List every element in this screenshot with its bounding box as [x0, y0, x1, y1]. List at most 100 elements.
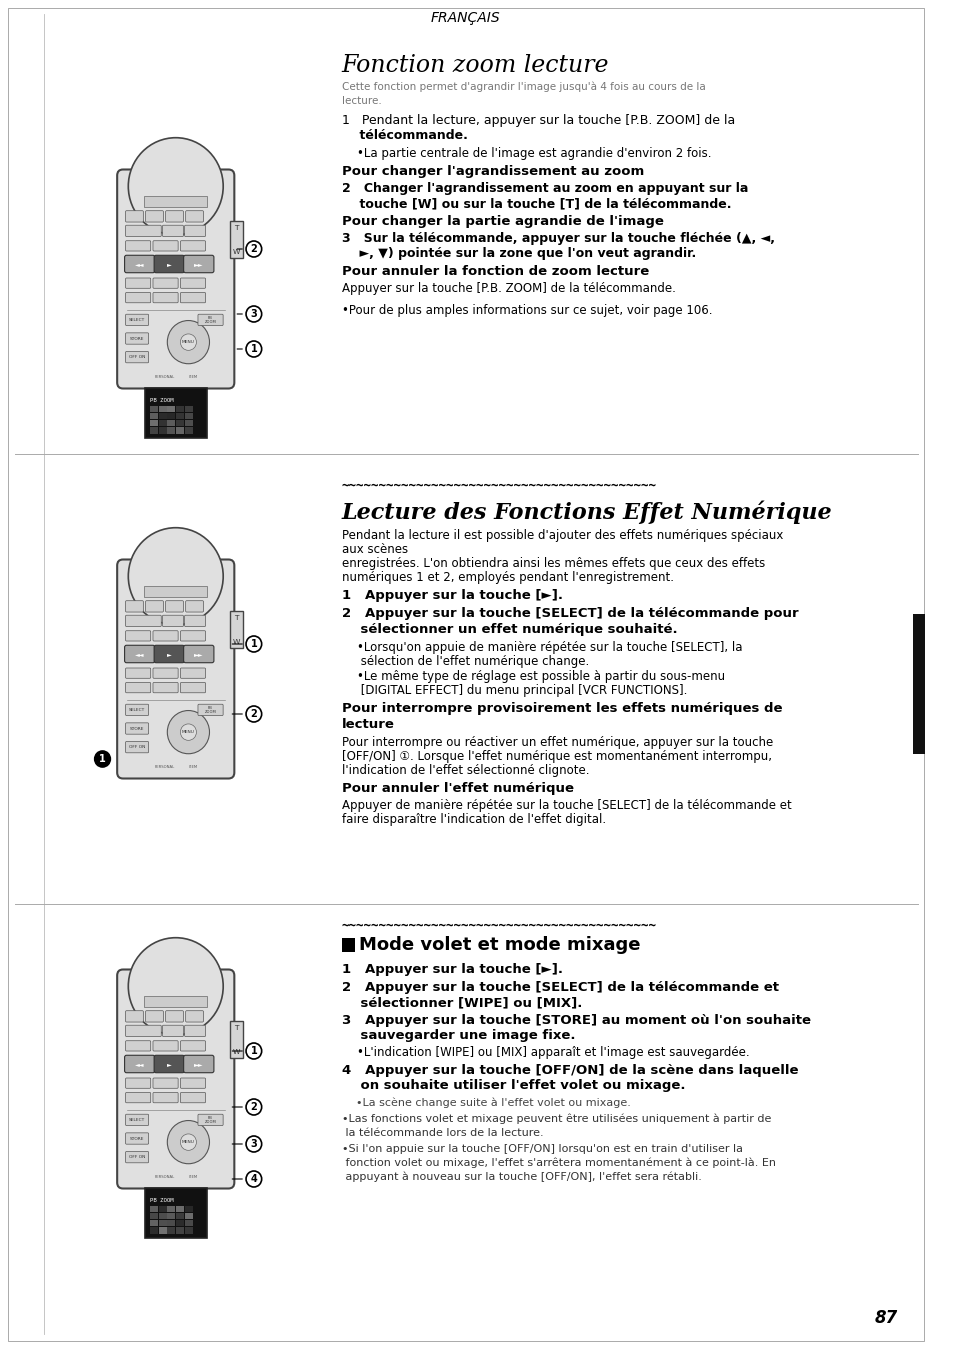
Text: ►►: ►►: [193, 652, 203, 657]
FancyBboxPatch shape: [126, 352, 149, 363]
Bar: [150, 413, 157, 420]
Bar: [168, 413, 175, 420]
Circle shape: [246, 306, 261, 322]
Text: [DIGITAL EFFECT] du menu principal [VCR FUNCTIONS].: [DIGITAL EFFECT] du menu principal [VCR …: [341, 684, 686, 697]
Text: 3: 3: [251, 1139, 257, 1149]
Bar: [168, 420, 175, 426]
Circle shape: [94, 751, 111, 768]
Text: numériques 1 et 2, employés pendant l'enregistrement.: numériques 1 et 2, employés pendant l'en…: [341, 571, 673, 584]
FancyBboxPatch shape: [198, 704, 223, 715]
Text: appuyant à nouveau sur la touche [OFF/ON], l'effet sera rétabli.: appuyant à nouveau sur la touche [OFF/ON…: [341, 1172, 700, 1183]
FancyBboxPatch shape: [146, 600, 163, 612]
Text: PB ZOOM: PB ZOOM: [150, 398, 173, 403]
FancyBboxPatch shape: [186, 210, 203, 223]
FancyBboxPatch shape: [198, 314, 223, 325]
Text: Pendant la lecture il est possible d'ajouter des effets numériques spéciaux: Pendant la lecture il est possible d'ajo…: [341, 529, 782, 542]
FancyBboxPatch shape: [126, 293, 151, 302]
Text: 2: 2: [251, 244, 257, 254]
FancyBboxPatch shape: [126, 1133, 149, 1144]
FancyBboxPatch shape: [154, 1055, 184, 1072]
Bar: [176, 428, 184, 433]
Bar: [158, 428, 167, 433]
FancyBboxPatch shape: [183, 645, 213, 662]
Text: sélectionner [WIPE] ou [MIX].: sélectionner [WIPE] ou [MIX].: [341, 996, 581, 1009]
Bar: [176, 420, 184, 426]
Text: ~~~~~~~~~~~~~~~~~~~~~~~~~~~~~~~~~~~~~~~~~~: ~~~~~~~~~~~~~~~~~~~~~~~~~~~~~~~~~~~~~~~~…: [341, 919, 656, 932]
Text: ►: ►: [167, 652, 172, 657]
Bar: [158, 1206, 167, 1211]
Text: lecture: lecture: [341, 718, 395, 731]
Circle shape: [246, 706, 261, 722]
Text: 1: 1: [251, 639, 257, 649]
Text: Pour changer l'agrandissement au zoom: Pour changer l'agrandissement au zoom: [341, 165, 643, 178]
FancyBboxPatch shape: [152, 631, 178, 641]
Text: W: W: [233, 248, 240, 255]
FancyBboxPatch shape: [152, 240, 178, 251]
Text: sélectionner un effet numérique souhaité.: sélectionner un effet numérique souhaité…: [341, 623, 677, 635]
Text: Pour interrompre provisoirement les effets numériques de: Pour interrompre provisoirement les effe…: [341, 701, 781, 715]
Text: l'indication de l'effet sélectionné clignote.: l'indication de l'effet sélectionné clig…: [341, 764, 589, 777]
FancyBboxPatch shape: [180, 1078, 205, 1089]
Bar: [150, 428, 157, 433]
Circle shape: [246, 341, 261, 357]
Text: Pour interrompre ou réactiver un effet numérique, appuyer sur la touche: Pour interrompre ou réactiver un effet n…: [341, 737, 772, 749]
FancyBboxPatch shape: [146, 1010, 163, 1023]
Text: 2   Appuyer sur la touche [SELECT] de la télécommande pour: 2 Appuyer sur la touche [SELECT] de la t…: [341, 607, 798, 621]
FancyBboxPatch shape: [166, 600, 183, 612]
Text: MENU: MENU: [182, 1140, 194, 1144]
Bar: [230, 221, 242, 258]
Text: on souhaite utiliser l'effet volet ou mixage.: on souhaite utiliser l'effet volet ou mi…: [341, 1079, 684, 1091]
Text: PB ZOOM: PB ZOOM: [150, 1198, 173, 1203]
FancyBboxPatch shape: [117, 170, 234, 389]
FancyBboxPatch shape: [126, 1025, 161, 1036]
Text: PB
ZOOM: PB ZOOM: [205, 1116, 216, 1124]
Text: 87: 87: [874, 1309, 898, 1327]
FancyBboxPatch shape: [152, 293, 178, 302]
Text: SELECT: SELECT: [129, 708, 145, 712]
FancyBboxPatch shape: [185, 225, 205, 236]
FancyBboxPatch shape: [126, 683, 151, 693]
Text: ►: ►: [167, 1062, 172, 1067]
Text: FRANÇAIS: FRANÇAIS: [431, 11, 500, 26]
Text: télécommande.: télécommande.: [341, 130, 467, 142]
Bar: [185, 420, 193, 426]
Text: 4: 4: [251, 1174, 257, 1184]
Bar: [176, 1213, 184, 1219]
Text: Pour annuler la fonction de zoom lecture: Pour annuler la fonction de zoom lecture: [341, 264, 648, 278]
FancyBboxPatch shape: [126, 1093, 151, 1102]
Text: ITEM: ITEM: [189, 375, 198, 379]
Bar: [150, 420, 157, 426]
FancyBboxPatch shape: [126, 1114, 149, 1125]
FancyBboxPatch shape: [180, 668, 205, 679]
Text: PERSONAL: PERSONAL: [155, 765, 175, 769]
Text: MENU: MENU: [182, 340, 194, 344]
FancyBboxPatch shape: [126, 668, 151, 679]
Bar: [168, 406, 175, 411]
Bar: [176, 406, 184, 411]
Circle shape: [128, 138, 223, 235]
Circle shape: [246, 241, 261, 258]
FancyBboxPatch shape: [126, 723, 149, 734]
Text: sauvegarder une image fixe.: sauvegarder une image fixe.: [341, 1029, 575, 1041]
FancyBboxPatch shape: [126, 742, 149, 753]
Text: STORE: STORE: [130, 1137, 144, 1141]
Text: STORE: STORE: [130, 337, 144, 340]
Circle shape: [180, 724, 196, 741]
FancyBboxPatch shape: [126, 1040, 151, 1051]
Text: •Lorsqu'on appuie de manière répétée sur la touche [SELECT], la: •Lorsqu'on appuie de manière répétée sur…: [341, 641, 741, 654]
Bar: [185, 406, 193, 411]
Bar: [150, 1213, 157, 1219]
Circle shape: [167, 1121, 210, 1164]
Bar: [912, 614, 923, 754]
FancyBboxPatch shape: [126, 1152, 149, 1163]
Text: Pour annuler l'effet numérique: Pour annuler l'effet numérique: [341, 782, 573, 795]
Bar: [168, 1206, 175, 1211]
Bar: [144, 196, 207, 206]
Bar: [145, 1188, 206, 1237]
Text: 1: 1: [99, 754, 106, 764]
Text: Appuyer de manière répétée sur la touche [SELECT] de la télécommande et: Appuyer de manière répétée sur la touche…: [341, 799, 791, 812]
Bar: [158, 1219, 167, 1226]
Bar: [185, 1206, 193, 1211]
FancyBboxPatch shape: [126, 278, 151, 289]
FancyBboxPatch shape: [126, 210, 143, 223]
